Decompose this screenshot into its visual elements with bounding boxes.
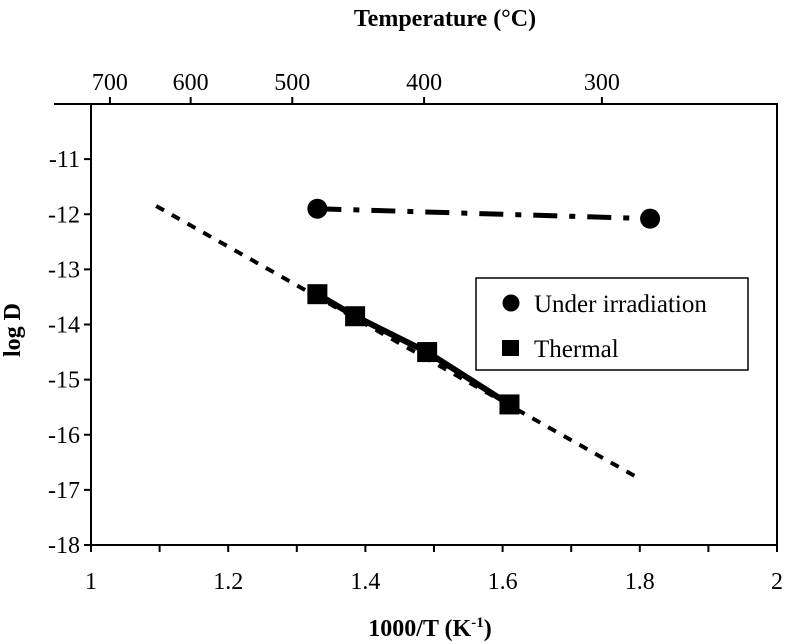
thermal-point	[345, 306, 366, 327]
x-tick-label: 1.8	[625, 569, 655, 595]
x-tick-label: 2	[771, 569, 783, 595]
x-tick-label: 1.4	[350, 569, 380, 595]
thermal-point	[499, 394, 520, 415]
thermal-line	[315, 291, 512, 407]
top-tick-label: 300	[584, 70, 620, 96]
legend-marker-thermal	[502, 340, 519, 356]
y-tick-label: -15	[48, 368, 80, 394]
thermal-point	[307, 284, 328, 305]
y-tick-label: -12	[48, 202, 80, 228]
y-tick-label: -18	[48, 533, 80, 559]
top-tick-label: 400	[406, 70, 442, 96]
x-tick-label: 1.2	[213, 569, 243, 595]
legend-marker-irradiation	[502, 294, 520, 312]
x-axis-title-main: 1000/T (K	[368, 616, 471, 642]
x-axis-title: 1000/T (K-1)	[368, 615, 491, 642]
irradiation-point	[640, 208, 661, 229]
y-tick-label: -17	[48, 478, 80, 504]
top-axis-title: Temperature (°C)	[354, 6, 536, 32]
legend-box	[475, 277, 749, 371]
y-tick-label: -11	[49, 147, 80, 173]
top-tick-label: 700	[92, 70, 128, 96]
irradiation-line	[317, 206, 651, 222]
legend-label-irradiation: Under irradiation	[534, 291, 707, 318]
thermal-point	[417, 342, 438, 363]
x-tick-label: 1.6	[488, 569, 518, 595]
legend-label-thermal: Thermal	[534, 336, 619, 363]
plot-lines	[155, 204, 651, 481]
y-tick-label: -14	[48, 313, 80, 339]
top-axis: 700 600 500 400 300	[54, 70, 745, 105]
top-tick-label: 500	[274, 70, 310, 96]
x-axis-title-suffix: )	[484, 616, 492, 642]
plot-markers	[307, 198, 661, 415]
x-axis-title-superscript: -1	[471, 615, 484, 631]
y-axis: -11 -12 -13 -14 -15 -16 -17 -18	[48, 147, 91, 559]
irradiation-point	[307, 198, 328, 219]
y-axis-title: log D	[0, 303, 26, 357]
x-tick-label: 1	[85, 569, 97, 595]
extrapolation-line	[155, 204, 641, 481]
legend: Under irradiation Thermal	[475, 277, 749, 371]
y-tick-label: -16	[48, 423, 80, 449]
y-tick-label: -13	[48, 257, 80, 283]
top-tick-label: 600	[173, 70, 209, 96]
x-axis: 1 1.2 1.4 1.6 1.8 2	[85, 545, 783, 595]
